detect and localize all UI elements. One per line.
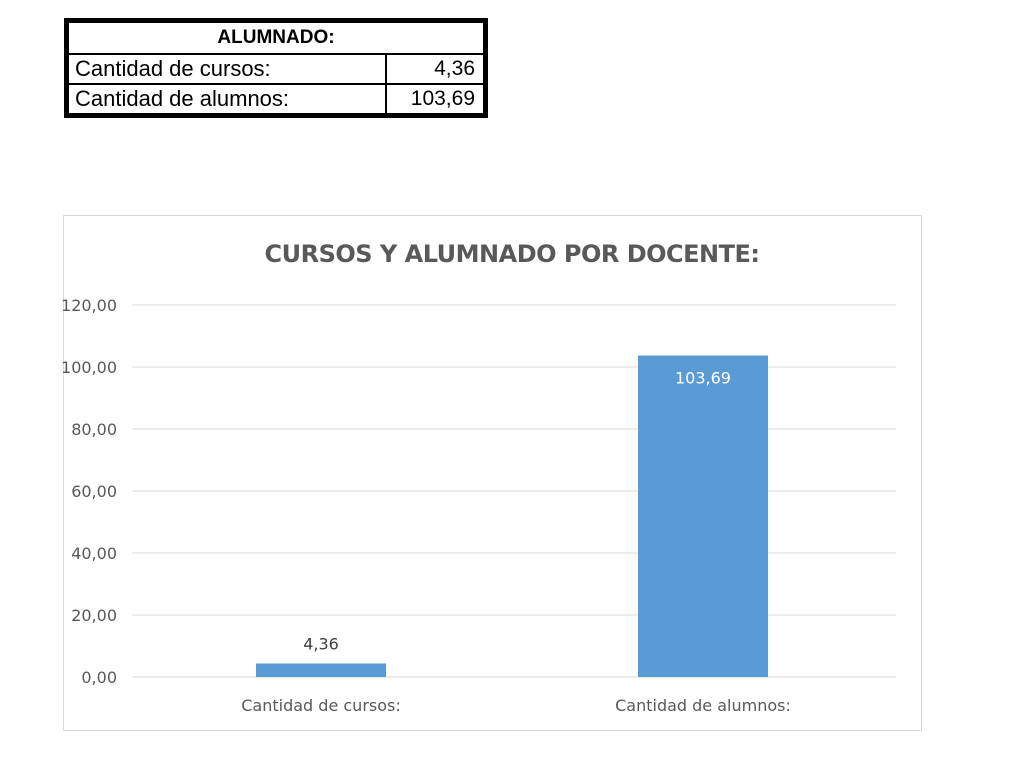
bars: 4,36 103,69 <box>256 355 768 677</box>
table-row: Cantidad de cursos: 4,36 <box>65 53 487 85</box>
x-axis-categories: Cantidad de cursos: Cantidad de alumnos: <box>241 696 791 715</box>
y-tick-label: 100,00 <box>61 358 117 377</box>
gridlines <box>132 304 896 678</box>
table-header: ALUMNADO: <box>65 19 487 55</box>
summary-table: ALUMNADO: Cantidad de cursos: 4,36 Canti… <box>64 18 488 118</box>
bar <box>256 663 386 677</box>
y-tick-label: 120,00 <box>61 296 117 315</box>
y-axis-ticks: 0,00 20,00 40,00 60,00 80,00 100,00 120,00 <box>61 296 117 687</box>
x-category-label: Cantidad de alumnos: <box>615 696 791 715</box>
y-tick-label: 20,00 <box>71 606 117 625</box>
table-header-row: ALUMNADO: <box>65 19 487 55</box>
y-tick-label: 0,00 <box>81 668 117 687</box>
y-tick-label: 60,00 <box>71 482 117 501</box>
table-cell-label: Cantidad de alumnos: <box>65 83 387 117</box>
data-label: 103,69 <box>675 369 731 388</box>
table-row: Cantidad de alumnos: 103,69 <box>65 83 487 117</box>
y-tick-label: 80,00 <box>71 420 117 439</box>
chart-frame <box>63 215 922 731</box>
data-label: 4,36 <box>303 634 339 653</box>
table-cell-label: Cantidad de cursos: <box>65 53 387 85</box>
y-tick-label: 40,00 <box>71 544 117 563</box>
table-cell-value: 4,36 <box>385 53 487 85</box>
bar <box>638 355 768 677</box>
x-category-label: Cantidad de cursos: <box>241 696 401 715</box>
table-cell-value: 103,69 <box>385 83 487 117</box>
chart-title: CURSOS Y ALUMNADO POR DOCENTE: <box>264 240 760 268</box>
